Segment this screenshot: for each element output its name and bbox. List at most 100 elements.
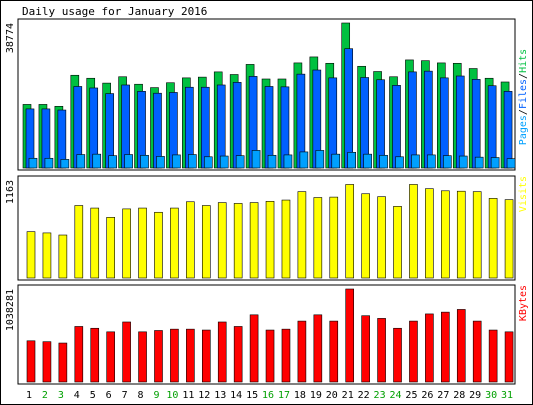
- x-tick-label: 14: [230, 390, 242, 401]
- panel-frame-2: [17, 175, 516, 281]
- x-tick-label: 18: [294, 390, 306, 401]
- visits-bar: [361, 193, 370, 279]
- visits-bar: [504, 199, 514, 279]
- pages-bar: [427, 154, 436, 169]
- panel-frame-1: [17, 18, 516, 171]
- x-tick-label: 1: [26, 390, 32, 401]
- visits-bar: [233, 203, 243, 279]
- visits-bar: [154, 211, 163, 279]
- panel-frame-3: [17, 284, 516, 385]
- kbytes-bar: [409, 320, 418, 383]
- x-tick-label: 7: [122, 390, 128, 401]
- pages-bar: [172, 154, 181, 169]
- pages-bar: [28, 157, 38, 169]
- files-bar: [424, 70, 433, 169]
- legend-visits: Visits: [518, 176, 529, 212]
- x-tick-label: 27: [437, 390, 449, 401]
- x-tick-label: 12: [198, 390, 210, 401]
- kbytes-bar: [170, 328, 179, 383]
- kbytes-bar: [472, 320, 482, 383]
- visits-bar: [345, 184, 355, 279]
- pages-bar: [92, 153, 102, 169]
- kbytes-bar: [201, 329, 211, 383]
- kbytes-bar: [58, 342, 68, 383]
- x-tick-label: 26: [421, 390, 433, 401]
- pages-bar: [474, 156, 484, 169]
- kbytes-bar: [90, 327, 100, 383]
- x-tick-label: 13: [214, 390, 226, 401]
- files-bar: [408, 71, 417, 169]
- x-tick-label: 5: [90, 390, 96, 401]
- x-tick-label: 28: [453, 390, 465, 401]
- visits-bar: [201, 205, 211, 279]
- pages-bar: [490, 157, 500, 169]
- legend-pages-files-hits: Pages/Files/Hits: [518, 49, 529, 145]
- kbytes-bar: [74, 326, 84, 383]
- visits-bar: [249, 202, 259, 279]
- files-bar: [440, 77, 449, 169]
- kbytes-bar: [154, 330, 163, 383]
- pages-bar: [251, 150, 261, 169]
- x-tick-label: 19: [310, 390, 322, 401]
- visits-bar: [106, 217, 115, 279]
- x-tick-label: 10: [166, 390, 178, 401]
- kbytes-bar: [425, 313, 434, 383]
- pages-bar: [140, 154, 149, 169]
- files-bar: [200, 86, 210, 169]
- visits-bar: [472, 191, 482, 279]
- files-bar: [487, 85, 497, 169]
- visits-bar: [217, 202, 227, 279]
- chart-title: Daily usage for January 2016: [22, 5, 207, 18]
- kbytes-bar: [313, 314, 323, 383]
- kbytes-bar: [186, 328, 195, 383]
- visits-bar: [393, 206, 402, 279]
- kbytes-bar: [138, 331, 147, 383]
- pages-bar: [156, 156, 165, 169]
- kbytes-bar: [26, 340, 36, 383]
- kbytes-bar: [281, 328, 291, 383]
- visits-bar: [441, 190, 450, 279]
- x-tick-label: 6: [106, 390, 112, 401]
- pages-bar: [44, 157, 54, 169]
- kbytes-bar: [106, 331, 115, 383]
- visits-bar: [329, 196, 339, 279]
- kbytes-bar: [504, 331, 514, 383]
- visits-bar: [377, 196, 386, 279]
- visits-bar: [409, 184, 418, 279]
- visits-bar: [281, 199, 291, 279]
- pages-bar: [347, 151, 357, 169]
- kbytes-bar: [329, 320, 339, 383]
- pages-bar: [299, 151, 309, 169]
- x-tick-label: 20: [326, 390, 338, 401]
- x-tick-label: 2: [42, 390, 48, 401]
- legend-kbytes: KBytes: [518, 285, 529, 321]
- x-tick-label: 30: [485, 390, 497, 401]
- kbytes-bar: [377, 318, 386, 383]
- x-tick-label: 8: [138, 390, 144, 401]
- files-bar: [455, 75, 465, 169]
- visits-bar: [425, 188, 434, 279]
- pages-bar: [506, 158, 516, 169]
- visits-bar: [90, 207, 100, 279]
- x-tick-label: 21: [342, 390, 354, 401]
- visits-bar: [488, 198, 498, 279]
- files-bar: [392, 85, 401, 169]
- x-tick-label: 29: [469, 390, 481, 401]
- visits-bar: [42, 232, 52, 279]
- visits-bar: [170, 207, 179, 279]
- files-bar: [216, 84, 226, 169]
- files-bar: [503, 91, 513, 169]
- x-tick-label: 4: [74, 390, 80, 401]
- x-tick-label: 24: [389, 390, 401, 401]
- pages-bar: [379, 154, 388, 169]
- x-tick-label: 31: [501, 390, 513, 401]
- pages-bar: [203, 156, 213, 169]
- kbytes-bar: [441, 311, 450, 383]
- kbytes-bar: [233, 326, 243, 383]
- pages-bar: [76, 154, 86, 169]
- visits-bar: [297, 191, 307, 279]
- kbytes-bar: [265, 329, 275, 383]
- pages-bar: [188, 154, 197, 169]
- x-tick-label: 17: [278, 390, 290, 401]
